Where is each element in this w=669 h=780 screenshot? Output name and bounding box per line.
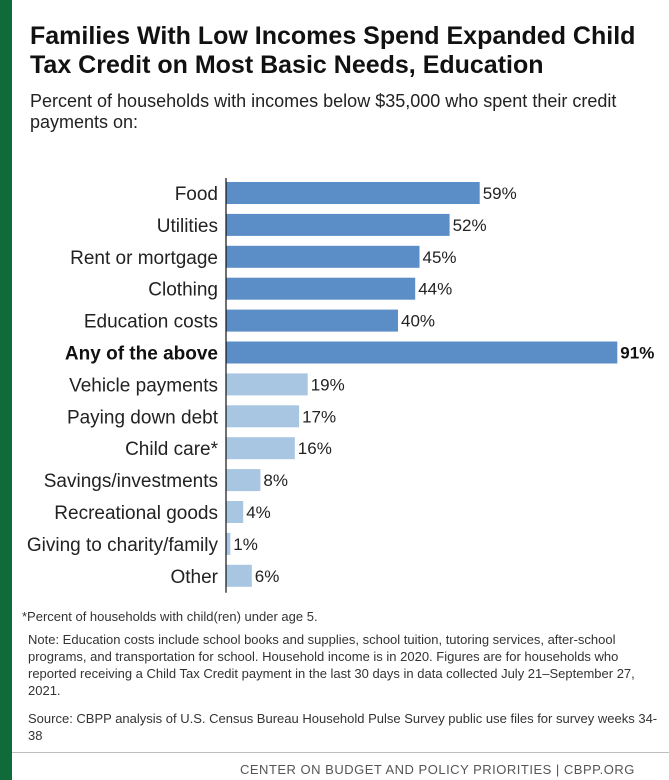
chart-title: Families With Low Incomes Spend Expanded…: [30, 22, 636, 79]
bar-clothing: [226, 277, 416, 300]
category-label-other: Other: [170, 567, 218, 588]
bar-child-care: [226, 437, 295, 460]
chart-source: Source: CBPP analysis of U.S. Census Bur…: [28, 711, 658, 743]
category-label-rent-or-mortgage: Rent or mortgage: [70, 248, 218, 269]
bar-any-of-the-above: [226, 341, 618, 364]
value-label-utilities: 52%: [453, 216, 487, 235]
value-label-recreational-goods: 4%: [246, 503, 271, 522]
bar-education-costs: [226, 309, 398, 332]
category-label-education-costs: Education costs: [84, 312, 218, 333]
value-label-savings-investments: 8%: [263, 471, 288, 490]
value-label-any-of-the-above: 91%: [620, 344, 654, 363]
bar-chart: Food 59% Utilities 52% Rent or mortgage 45% Cl…: [27, 178, 654, 593]
value-label-giving-to-charity-family: 1%: [233, 535, 258, 554]
category-label-vehicle-payments: Vehicle payments: [69, 375, 218, 396]
bar-savings-investments: [226, 469, 261, 492]
category-label-food: Food: [175, 184, 218, 205]
bar-giving-to-charity-family: [226, 532, 231, 555]
bar-other: [226, 564, 252, 587]
bar-vehicle-payments: [226, 373, 308, 396]
value-label-other: 6%: [255, 567, 280, 586]
publisher-credit: CENTER ON BUDGET AND POLICY PRIORITIES |…: [240, 762, 635, 777]
category-label-child-care: Child care*: [125, 439, 219, 460]
value-label-clothing: 44%: [418, 280, 452, 299]
value-label-food: 59%: [483, 184, 517, 203]
value-label-child-care: 16%: [298, 439, 332, 458]
chart-subtitle: Percent of households with incomes below…: [30, 91, 617, 132]
bar-paying-down-debt: [226, 405, 300, 428]
bar-recreational-goods: [226, 501, 244, 523]
bar-utilities: [226, 213, 450, 236]
bar-food: [226, 182, 480, 204]
category-label-utilities: Utilities: [157, 216, 218, 237]
bar-rent-or-mortgage: [226, 245, 420, 268]
value-label-education-costs: 40%: [401, 312, 435, 331]
category-label-recreational-goods: Recreational goods: [54, 503, 218, 524]
category-label-giving-to-charity-family: Giving to charity/family: [27, 535, 219, 556]
bottom-divider: [12, 752, 669, 753]
value-label-rent-or-mortgage: 45%: [423, 248, 457, 267]
category-label-clothing: Clothing: [148, 280, 218, 301]
category-label-any-of-the-above: Any of the above: [65, 344, 218, 365]
category-label-savings-investments: Savings/investments: [44, 471, 218, 492]
category-label-paying-down-debt: Paying down debt: [67, 407, 219, 428]
bars-layer: Food 59% Utilities 52% Rent or mortgage 45% Cl…: [27, 182, 654, 588]
value-label-paying-down-debt: 17%: [302, 407, 336, 426]
footnote: *Percent of households with child(ren) u…: [22, 609, 318, 624]
left-accent-stripe: [0, 0, 12, 780]
chart-note: Note: Education costs include school boo…: [28, 632, 635, 698]
value-label-vehicle-payments: 19%: [311, 375, 345, 394]
